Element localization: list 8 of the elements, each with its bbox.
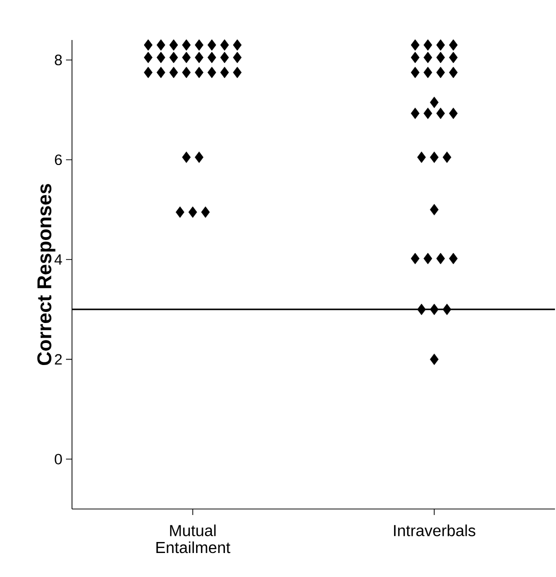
x-tick-label: Intraverbals	[394, 524, 476, 536]
y-tick-label: 0	[54, 454, 62, 464]
x-tick-label: Mutual Entailment	[156, 524, 230, 554]
y-tick-label: 8	[54, 54, 62, 66]
y-tick-label: 4	[54, 254, 62, 265]
y-tick-label: 6	[55, 154, 62, 166]
y-tick-label: 2	[55, 354, 62, 365]
y-axis-title: Correct Responses	[37, 184, 56, 366]
